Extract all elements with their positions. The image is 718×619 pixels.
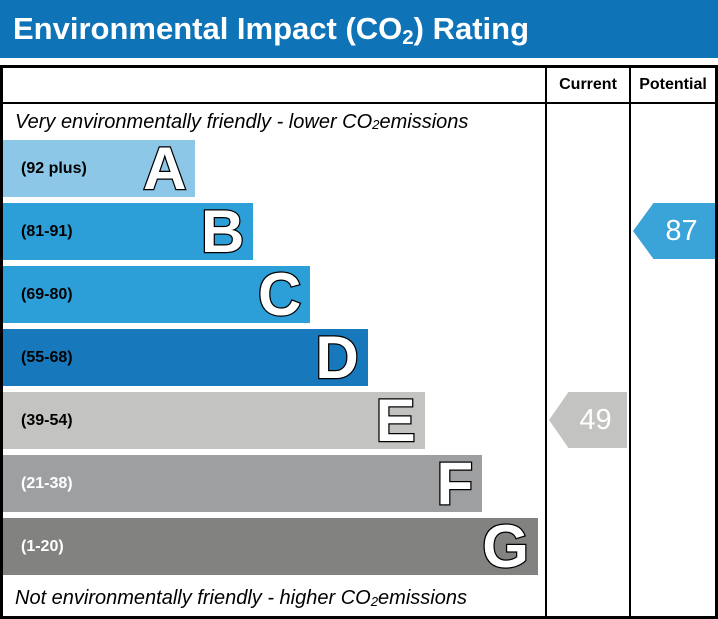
- band-c-range-label: (69-80): [21, 285, 73, 303]
- band-row-g: (1-20) G: [3, 513, 538, 580]
- band-e-range-label: (39-54): [21, 411, 73, 429]
- bands-column-body: Very environmentally friendly - lower CO…: [3, 104, 545, 616]
- chart-title-bar: Environmental Impact (CO2) Rating: [0, 0, 718, 58]
- band-row-e: (39-54) E: [3, 387, 425, 454]
- band-c-letter: C: [257, 261, 303, 328]
- band-a-letter: A: [142, 135, 188, 202]
- potential-column-header: Potential: [631, 68, 715, 104]
- bottom-caption: Not environmentally friendly - higher CO…: [3, 581, 545, 616]
- band-row-d: (55-68) D: [3, 324, 368, 391]
- band-row-c: (69-80) C: [3, 261, 311, 328]
- chart-title-text-end: ) Rating: [413, 11, 530, 46]
- band-g-letter: G: [481, 513, 530, 580]
- potential-rating-value: 87: [665, 214, 698, 247]
- band-a-range-label: (92 plus): [21, 159, 87, 177]
- potential-column-body: 87: [631, 104, 715, 616]
- bottom-caption-text-end: emissions: [378, 587, 467, 609]
- band-b-letter: B: [200, 198, 246, 265]
- band-f-letter: F: [435, 450, 474, 517]
- bands-column: Very environmentally friendly - lower CO…: [3, 68, 545, 616]
- chart-title-text: Environmental Impact (CO: [13, 11, 403, 46]
- band-b-range-label: (81-91): [21, 222, 73, 240]
- current-column-body: 49: [547, 104, 629, 616]
- band-g-range-label: (1-20): [21, 537, 64, 555]
- band-d-letter: D: [314, 324, 360, 391]
- band-row-b: (81-91) B: [3, 198, 254, 265]
- chart-title: Environmental Impact (CO2) Rating: [13, 11, 530, 49]
- current-column: Current 49: [545, 68, 629, 616]
- band-f-range-label: (21-38): [21, 474, 73, 492]
- top-caption-text-end: emissions: [379, 110, 469, 133]
- band-row-f: (21-38) F: [3, 450, 483, 517]
- bands-column-header-empty: [3, 68, 545, 104]
- top-caption-text: Very environmentally friendly - lower CO: [15, 110, 373, 133]
- potential-column: Potential 87: [629, 68, 715, 616]
- band-e-letter: E: [374, 387, 417, 454]
- band-row-a: (92 plus) A: [3, 135, 196, 202]
- top-caption-subscript: 2: [372, 117, 380, 133]
- band-d-range-label: (55-68): [21, 348, 73, 366]
- chart-title-subscript: 2: [402, 25, 414, 49]
- current-rating-value: 49: [579, 403, 612, 436]
- bottom-caption-text: Not environmentally friendly - higher CO: [15, 587, 371, 609]
- potential-rating-arrow: 87: [633, 203, 715, 259]
- current-rating-arrow: 49: [549, 392, 627, 448]
- current-column-header: Current: [547, 68, 629, 104]
- top-caption: Very environmentally friendly - lower CO…: [3, 104, 545, 140]
- rating-table: Very environmentally friendly - lower CO…: [0, 65, 718, 619]
- bottom-caption-subscript: 2: [370, 593, 379, 609]
